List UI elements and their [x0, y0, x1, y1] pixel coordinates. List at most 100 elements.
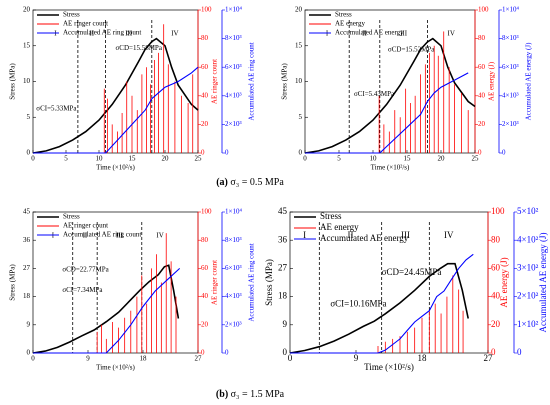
y-tick-label: 36	[23, 236, 31, 244]
y3-tick-label: 2×10³	[502, 120, 519, 128]
y-tick-label: 0	[283, 347, 288, 357]
stage-label: I	[52, 232, 55, 240]
stage-label: II	[348, 230, 354, 240]
stress-line	[32, 37, 199, 154]
y-tick-label: 36	[278, 234, 288, 244]
y2-tick-label: 40	[201, 292, 209, 300]
x-tick-label: 0	[31, 155, 35, 163]
x-axis-label: Time (×10²/s)	[371, 164, 410, 172]
y2-tick-label: 80	[201, 236, 209, 244]
y2-tick-label: 80	[491, 234, 501, 244]
x-tick-label: 0	[288, 353, 293, 363]
x-tick-label: 20	[438, 155, 446, 163]
y-tick-label: 18	[23, 292, 31, 300]
y3-tick-label: 2×10³	[225, 320, 242, 328]
legend-label: AE energy	[320, 222, 359, 232]
legend-label: Stress	[63, 213, 80, 221]
accumulated-line	[33, 66, 199, 154]
y-tick-label: 9	[27, 320, 31, 328]
stage-label: II	[89, 30, 94, 38]
y-tick-label: 15	[295, 41, 303, 49]
y-tick-label: 20	[23, 6, 31, 14]
annotation: σCI=7.34MPa	[62, 286, 103, 294]
y3-tick-label: 0	[225, 349, 229, 357]
y3-axis-label: Accumulated AE energy (J)	[525, 42, 533, 120]
panel: 0 5 10 15 20 25 Time (×10²/s) 0 5 10 15 20 Stress (M…	[281, 6, 533, 172]
x-axis-label: Time (×10²/s)	[96, 164, 135, 172]
y-tick-label: 15	[23, 41, 31, 49]
y2-tick-label: 100	[478, 6, 489, 14]
x-axis-label: Time (×10²/s)	[96, 364, 135, 372]
stage-label: III	[400, 30, 408, 38]
caption: (a) σ₃ = 0.5 MPa	[216, 177, 284, 188]
y-tick-label: 10	[23, 77, 31, 85]
x-tick-label: 27	[484, 353, 494, 363]
x-tick-label: 10	[96, 155, 104, 163]
legend-label: Stress	[335, 11, 352, 19]
y3-tick-label: 4×10³	[225, 292, 242, 300]
y2-tick-label: 20	[201, 320, 209, 328]
x-tick-label: 10	[370, 155, 378, 163]
stage-label: IV	[171, 30, 178, 38]
stage-label: I	[326, 30, 329, 38]
stage-label: IV	[156, 232, 163, 240]
y-tick-label: 0	[27, 349, 31, 357]
y2-axis-label: AE energy (J)	[499, 257, 509, 307]
legend-label: AE energy	[335, 20, 365, 28]
accumulated-line	[305, 72, 469, 154]
y2-axis-label: AE energy (J)	[488, 61, 496, 101]
annotation: σCI=5.33MPa	[36, 104, 77, 112]
x-tick-label: 18	[418, 353, 428, 363]
y3-axis-label: Accumulated AE energy (J)	[538, 232, 548, 332]
x-tick-label: 15	[129, 155, 137, 163]
y-tick-label: 5	[299, 113, 303, 121]
y2-tick-label: 80	[478, 34, 486, 42]
y2-tick-label: 40	[478, 91, 486, 99]
x-tick-label: 18	[140, 355, 148, 363]
caption-text: σ₃ = 1.5 MPa	[231, 389, 285, 400]
x-tick-label: 0	[31, 355, 35, 363]
panel: 0 5 10 15 20 25 Time (×10²/s) 0 5 10 15 20 Stress (M…	[9, 6, 285, 189]
y3-tick-label: 4×10²	[517, 234, 539, 244]
x-tick-label: 9	[354, 353, 359, 363]
accumulated-line	[290, 253, 474, 354]
x-tick-label: 15	[404, 155, 412, 163]
x-tick-label: 25	[472, 155, 480, 163]
stage-label: III	[125, 30, 133, 38]
stage-label: II	[83, 232, 88, 240]
caption-label: (b)	[216, 389, 228, 400]
y2-tick-label: 60	[478, 63, 486, 71]
y-axis-label: Stress (MPa)	[264, 259, 274, 306]
y-tick-label: 27	[278, 262, 288, 272]
y3-tick-label: 4×10³	[225, 91, 242, 99]
y2-tick-label: 0	[491, 347, 496, 357]
panel: 0 9 18 27 Time (×10²/s) 0 9 18 27 36 45 Stress (MPa…	[9, 208, 285, 401]
y2-tick-label: 40	[201, 91, 209, 99]
y3-tick-label: 3×10²	[517, 262, 539, 272]
y2-tick-label: 20	[478, 120, 486, 128]
y-axis-label: Stress (MPa)	[281, 63, 289, 100]
y3-tick-label: 1×10⁴	[502, 6, 519, 14]
annotation: σCD=15.58MPa	[116, 44, 163, 52]
y3-tick-label: 2×10²	[517, 291, 539, 301]
x-tick-label: 20	[162, 155, 170, 163]
x-tick-label: 5	[337, 155, 341, 163]
annotation: σCD=22.77MPa	[62, 266, 109, 274]
legend-label: Accumulated AE ring count	[63, 231, 141, 239]
legend-label: AE ringer count	[63, 222, 108, 230]
stress-line	[304, 37, 476, 154]
stage-label: I	[54, 30, 57, 38]
y3-tick-label: 0	[517, 347, 522, 357]
y2-tick-label: 100	[201, 6, 212, 14]
y-tick-label: 5	[27, 113, 31, 121]
caption-label: (a)	[216, 177, 228, 188]
annotation: σCD=24.45MPa	[382, 267, 442, 277]
stress-line	[289, 262, 469, 354]
y-tick-label: 27	[23, 264, 31, 272]
y-axis-label: Stress (MPa)	[9, 264, 17, 301]
y-tick-label: 10	[295, 77, 303, 85]
x-tick-label: 25	[195, 155, 203, 163]
legend-label: Stress	[320, 211, 342, 221]
legend-label: Stress	[63, 11, 80, 19]
y3-tick-label: 6×10³	[502, 63, 519, 71]
